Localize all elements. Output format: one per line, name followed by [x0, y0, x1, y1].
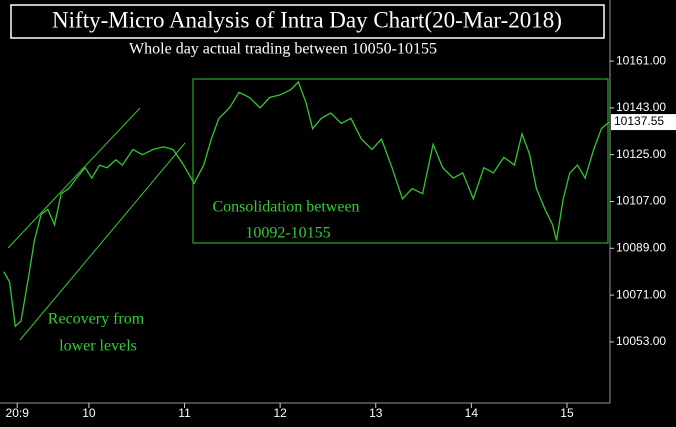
channel-line — [19, 142, 186, 341]
x-tick-label: 12 — [273, 406, 287, 420]
current-price-label: 10137.55 — [614, 114, 664, 128]
x-tick-label: 14 — [465, 406, 479, 420]
channel-line — [7, 107, 141, 249]
title-box — [10, 4, 605, 39]
y-tick-label: 10161.00 — [616, 53, 666, 67]
x-tick-label: 15 — [560, 406, 574, 420]
price-line — [3, 80, 610, 328]
y-tick-label: 10053.00 — [616, 334, 666, 348]
y-tick-label: 10107.00 — [616, 194, 666, 208]
current-price-box — [611, 114, 676, 131]
annotation: 10092-10155 — [245, 225, 330, 242]
x-tick-label: 11 — [178, 406, 191, 420]
x-tick-label: 13 — [369, 406, 383, 420]
annotation: Consolidation between — [212, 199, 359, 216]
y-tick-label: 10143.00 — [616, 100, 666, 114]
y-tick-label: 10089.00 — [616, 240, 666, 254]
x-tick-label: 10 — [82, 406, 96, 420]
chart-title: Nifty-Micro Analysis of Intra Day Chart(… — [52, 7, 562, 32]
y-tick-label: 10125.00 — [616, 147, 666, 161]
chart-subtitle: Whole day actual trading between 10050-1… — [129, 41, 437, 58]
annotation: lower levels — [59, 338, 137, 355]
x-tick-label: 20:9 — [6, 406, 30, 420]
consolidation-box — [192, 78, 609, 244]
annotation: Recovery from — [48, 311, 145, 328]
y-tick-label: 10071.00 — [616, 287, 666, 301]
